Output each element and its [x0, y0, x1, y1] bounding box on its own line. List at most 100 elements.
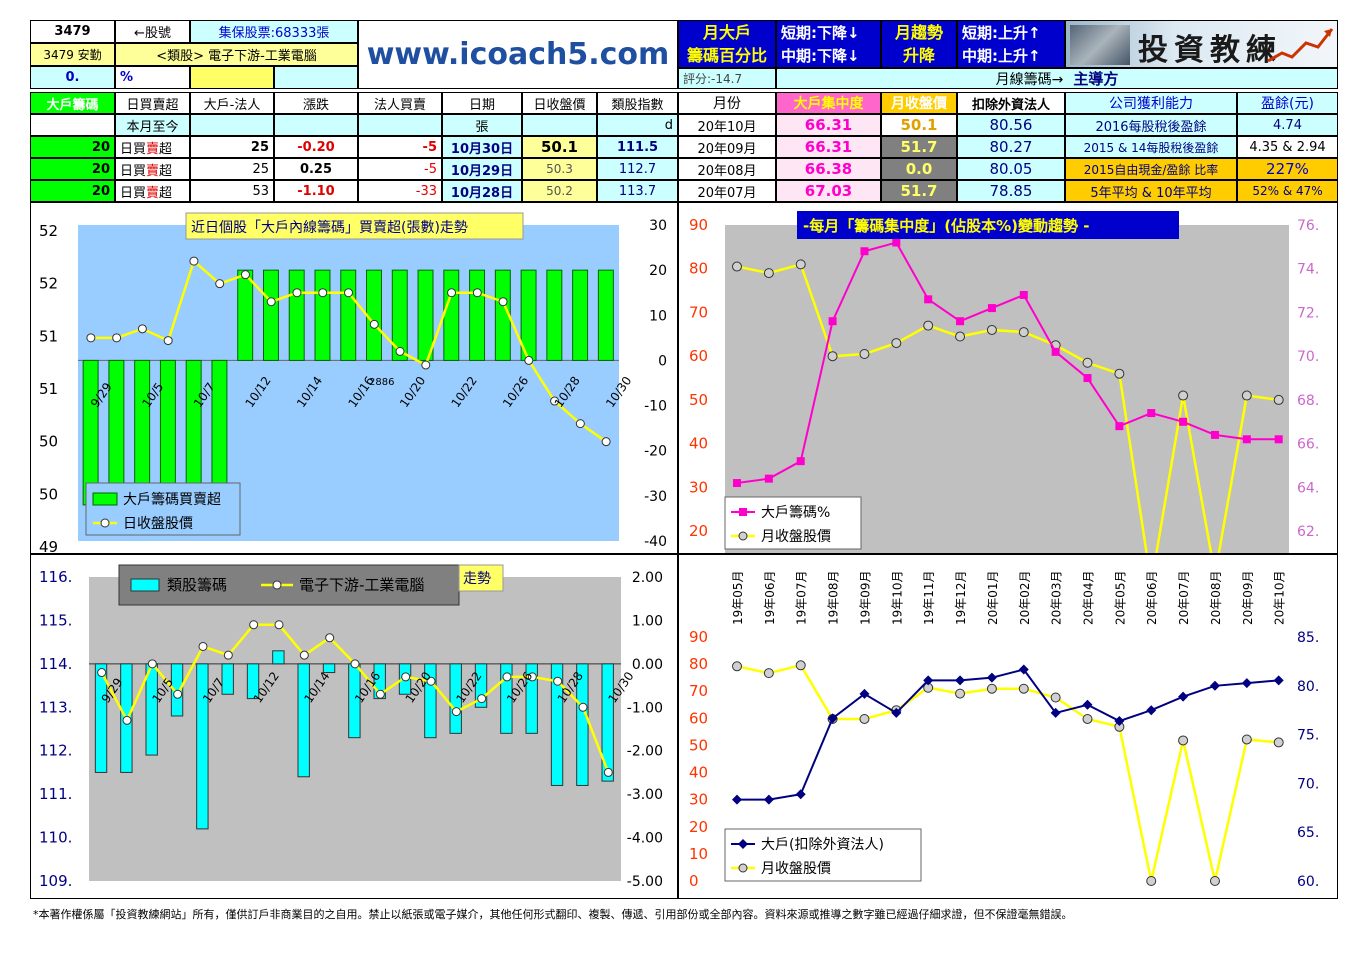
close-price-point — [472, 288, 482, 298]
row-date: 10月29日 — [442, 158, 522, 180]
month-close-point — [1082, 357, 1093, 368]
left-tick-label: 80 — [689, 260, 708, 278]
sector-index-point — [325, 633, 335, 643]
month-close-point — [795, 259, 806, 270]
close-price-point — [447, 288, 457, 298]
x-category-label: 20年01月 — [986, 570, 1000, 625]
row-change: 0.25 — [274, 158, 358, 180]
month-row-close: 0.0 — [881, 158, 957, 180]
ex-foreign-point — [1178, 691, 1189, 702]
sector-bar — [474, 663, 488, 708]
right-tick-label: 60. — [1297, 874, 1319, 890]
x-category-label: 20年05月 — [1113, 570, 1127, 625]
ex-foreign-point — [1209, 680, 1220, 691]
ex-foreign-line — [737, 668, 1279, 801]
row-daily-label-part: 賣 — [146, 185, 160, 201]
month-close-point — [923, 320, 934, 331]
month-close-point — [859, 713, 870, 724]
chip-bar — [469, 269, 486, 361]
month-close-point — [795, 660, 806, 671]
chip-bar — [417, 269, 434, 361]
col-header-chip: 大戶籌碼 — [30, 92, 115, 114]
x-category-label: 19年12月 — [954, 570, 968, 625]
legend-line-marker — [738, 531, 748, 541]
sector-index-point — [122, 715, 132, 725]
sector-index-point — [249, 620, 259, 630]
close-price-point — [163, 336, 173, 346]
right-tick-label: 76. — [1297, 218, 1319, 234]
chip-bar — [572, 269, 589, 361]
right-tick-label: 70. — [1297, 776, 1319, 792]
month-row-concentration: 66.31 — [776, 114, 881, 136]
concentration-point — [1019, 290, 1028, 299]
col-header-index: 類股指數 — [597, 92, 678, 114]
row-change: -1.10 — [274, 180, 358, 202]
month-row-ex-foreign: 78.85 — [957, 180, 1065, 202]
right-tick-label: 75. — [1297, 728, 1319, 744]
blank-cell — [274, 66, 358, 89]
row-daily-label: 日買賣超 — [115, 180, 190, 202]
profit-row-value: 4.35 & 2.94 — [1237, 136, 1338, 158]
profit-row-label: 5年平均 & 10年平均 — [1065, 180, 1237, 202]
month-close-point — [986, 324, 997, 335]
close-price-point — [550, 396, 560, 406]
col-header-diff: 大戶-法人 — [190, 92, 274, 114]
legend-line-marker — [738, 839, 748, 849]
col-header-date: 日期 — [442, 92, 522, 114]
sub-month-to-date: 本月至今 — [115, 114, 190, 136]
left-tick-label: 20 — [689, 818, 708, 836]
left-tick-label: 50 — [39, 433, 58, 451]
left-tick-label: 60 — [689, 347, 708, 365]
concentration-point — [764, 474, 773, 483]
sub-blank — [274, 114, 358, 136]
stock-code-label: ←股號 — [115, 20, 190, 43]
right-tick-label: 70. — [1297, 349, 1319, 365]
sub-blank — [358, 114, 442, 136]
right-tick-label: 1.00 — [632, 613, 663, 629]
month-row-close: 51.7 — [881, 180, 957, 202]
chart-panel-daily: 52 52 51 51 50 50 49 30 20 10 0 -10 -20 -30 -40 9/29 10/… — [30, 202, 678, 556]
close-price-point — [421, 360, 431, 370]
website-link[interactable]: www.icoach5.com — [366, 37, 670, 72]
sector-index-point — [502, 672, 512, 682]
month-close-point — [1241, 390, 1252, 401]
right-tick-label: -4.00 — [627, 831, 663, 847]
sector-bar — [322, 663, 336, 674]
ex-foreign-point — [732, 794, 742, 805]
legend-line-label: 日收盤股價 — [123, 515, 193, 532]
row-inst: -33 — [358, 180, 442, 202]
month-close-point — [763, 668, 774, 679]
left-tick-label: 90 — [689, 216, 708, 234]
month-close-point — [986, 683, 997, 694]
chip-bar — [391, 269, 408, 361]
sub-blank — [522, 114, 597, 136]
row-daily-label: 日買賣超 — [115, 136, 190, 158]
x-category-label: 19年05月 — [731, 570, 745, 625]
chip-bar — [546, 269, 563, 361]
row-diff: 53 — [190, 180, 274, 202]
monthly-trend-title1: 月趨勢 — [894, 23, 943, 42]
row-index: 111.5 — [597, 136, 678, 158]
close-price-point — [112, 333, 122, 343]
chip-bar — [340, 269, 357, 361]
sector-bar — [525, 663, 538, 734]
left-tick-label: 110. — [39, 829, 72, 847]
sector-bar — [449, 663, 462, 734]
legend-bar-label: 類股籌碼 — [167, 576, 227, 594]
ex-foreign-point — [1114, 716, 1125, 727]
concentration-point — [1083, 374, 1092, 383]
chart-title: 近日個股「大戶內線籌碼」買賣超(張數)走勢 — [191, 220, 468, 236]
collect-label: 集保股票:68333張 — [190, 20, 358, 43]
monthly-big-title1: 月大戶 — [702, 23, 751, 42]
left-tick-label: 10 — [689, 845, 708, 863]
col-header-close: 日收盤價 — [522, 92, 597, 114]
legend-line-marker — [272, 580, 282, 590]
sector-bar — [272, 650, 285, 665]
close-price-point — [137, 324, 147, 334]
sector-bar — [221, 663, 234, 695]
left-tick-label: 0 — [689, 872, 699, 890]
left-tick-label: 111. — [39, 785, 72, 803]
row-diff: 25 — [190, 158, 274, 180]
right-tick-label: 30 — [649, 218, 667, 234]
